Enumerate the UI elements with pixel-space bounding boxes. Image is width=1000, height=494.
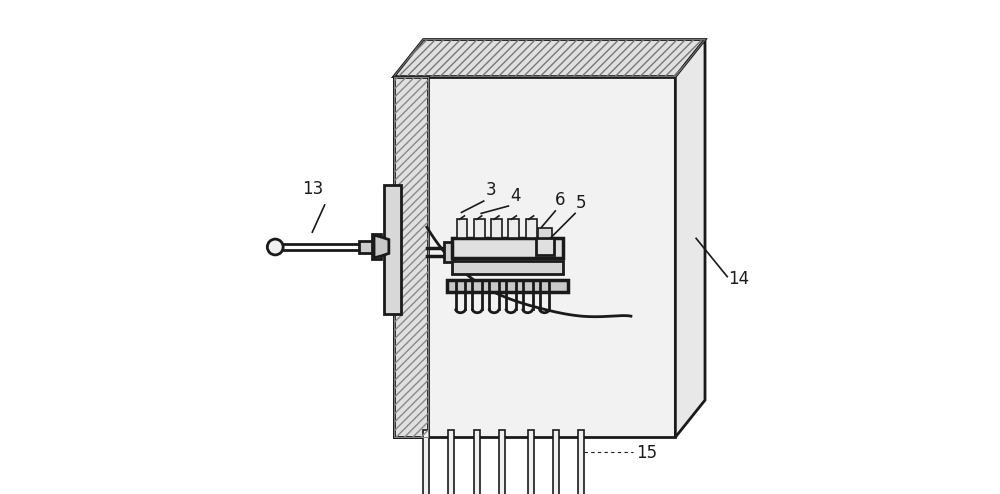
Bar <box>578 430 584 494</box>
Polygon shape <box>394 77 428 437</box>
Bar <box>452 238 563 258</box>
Polygon shape <box>374 235 389 258</box>
Bar <box>423 430 429 494</box>
Bar <box>452 261 563 274</box>
Bar <box>448 430 454 494</box>
Bar <box>359 241 374 253</box>
Text: 13: 13 <box>302 180 323 198</box>
Text: 5: 5 <box>576 195 587 212</box>
Bar <box>474 219 485 238</box>
Text: 6: 6 <box>555 192 566 209</box>
Bar <box>508 219 519 238</box>
Bar <box>457 219 467 238</box>
Bar <box>372 234 381 259</box>
Text: 15: 15 <box>636 445 657 462</box>
Text: 3: 3 <box>486 181 497 199</box>
Bar <box>526 219 537 238</box>
Polygon shape <box>394 40 705 77</box>
Bar <box>474 430 480 494</box>
Circle shape <box>267 239 283 255</box>
Bar <box>491 219 502 238</box>
Bar <box>553 430 559 494</box>
Text: 14: 14 <box>728 270 749 288</box>
Bar <box>394 77 675 437</box>
Bar <box>528 430 534 494</box>
Text: 4: 4 <box>510 187 520 205</box>
Bar <box>447 280 568 292</box>
Bar <box>536 238 554 255</box>
Bar <box>444 242 454 262</box>
Polygon shape <box>675 40 705 437</box>
Bar <box>384 185 401 314</box>
Bar <box>499 430 505 494</box>
Bar <box>538 228 552 238</box>
